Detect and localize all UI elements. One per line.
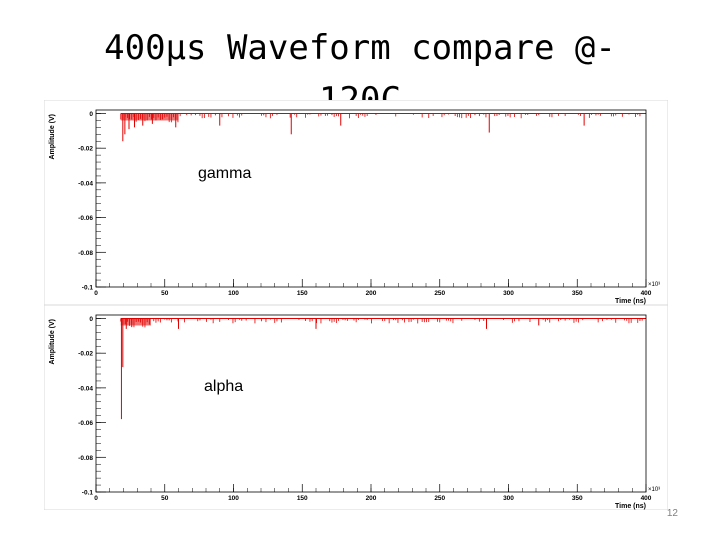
gamma-x-tick-label: 0 [94, 290, 98, 297]
alpha-trace [120, 317, 646, 420]
alpha-y-tick-label: 0 [89, 316, 93, 323]
slide-title-line-1: 400µs Waveform compare @- [104, 28, 616, 68]
gamma-x-tick-label: 350 [572, 290, 583, 297]
gamma-y-tick-label: -0.1 [82, 285, 94, 292]
alpha-x-axis-label: Time (ns) [615, 503, 646, 510]
alpha-y-tick-label: -0.02 [78, 351, 93, 358]
gamma-x-ticks: 0 50 100 150 200 250 300 350 400 [94, 279, 652, 297]
gamma-y-tick-label: -0.06 [78, 215, 93, 222]
alpha-y-tick-label: -0.1 [82, 490, 94, 497]
gamma-y-tick-label: -0.08 [78, 250, 93, 257]
gamma-y-axis-label: Amplitude (V) [49, 114, 56, 160]
alpha-x-tick-label: 300 [503, 495, 514, 502]
alpha-y-tick-label: -0.06 [78, 420, 93, 427]
alpha-y-tick-label: -0.04 [78, 385, 93, 392]
gamma-y-tick-label: -0.02 [78, 146, 93, 153]
alpha-y-tick-label: -0.08 [78, 455, 93, 462]
waveform-charts: 0 -0.02 -0.04 -0.06 -0.08 -0.1 0 50 100 150 200 25… [44, 100, 668, 510]
gamma-y-tick-label: -0.04 [78, 180, 93, 187]
gamma-x-tick-label: 250 [434, 290, 445, 297]
alpha-waveform-chart: 0 -0.02 -0.04 -0.06 -0.08 -0.1 0 50 100 150 200 25… [49, 314, 660, 510]
alpha-x-tick-label: 350 [572, 495, 583, 502]
gamma-x-tick-label: 100 [228, 290, 239, 297]
gamma-y-ticks: 0 -0.02 -0.04 -0.06 -0.08 -0.1 [78, 111, 106, 292]
gamma-x-tick-label: 50 [161, 290, 169, 297]
alpha-x-ticks: 0 50 100 150 200 250 300 350 400 [94, 484, 652, 502]
gamma-x-tick-label: 300 [503, 290, 514, 297]
alpha-x-tick-label: 250 [434, 495, 445, 502]
gamma-x-exponent-label: ×10³ [648, 282, 660, 288]
alpha-y-ticks: 0 -0.02 -0.04 -0.06 -0.08 -0.1 [78, 316, 106, 497]
alpha-x-tick-label: 150 [297, 495, 308, 502]
gamma-x-tick-label: 400 [641, 290, 652, 297]
gamma-waveform-chart: 0 -0.02 -0.04 -0.06 -0.08 -0.1 0 50 100 150 200 25… [49, 109, 660, 305]
alpha-x-tick-label: 100 [228, 495, 239, 502]
gamma-x-axis-label: Time (ns) [615, 298, 646, 305]
alpha-x-tick-label: 200 [366, 495, 377, 502]
gamma-x-tick-label: 200 [366, 290, 377, 297]
gamma-dense-noise-band [120, 113, 179, 121]
alpha-x-tick-label: 400 [641, 495, 652, 502]
alpha-x-tick-label: 0 [94, 495, 98, 502]
alpha-annotation: alpha [204, 378, 243, 395]
alpha-x-exponent-label: ×10³ [648, 487, 660, 493]
gamma-y-tick-label: 0 [89, 111, 93, 118]
slide-number: 12 [666, 508, 678, 519]
gamma-x-tick-label: 150 [297, 290, 308, 297]
alpha-y-axis-label: Amplitude (V) [49, 319, 56, 365]
gamma-trace [120, 112, 646, 142]
gamma-annotation: gamma [198, 165, 251, 182]
alpha-x-tick-label: 50 [161, 495, 169, 502]
